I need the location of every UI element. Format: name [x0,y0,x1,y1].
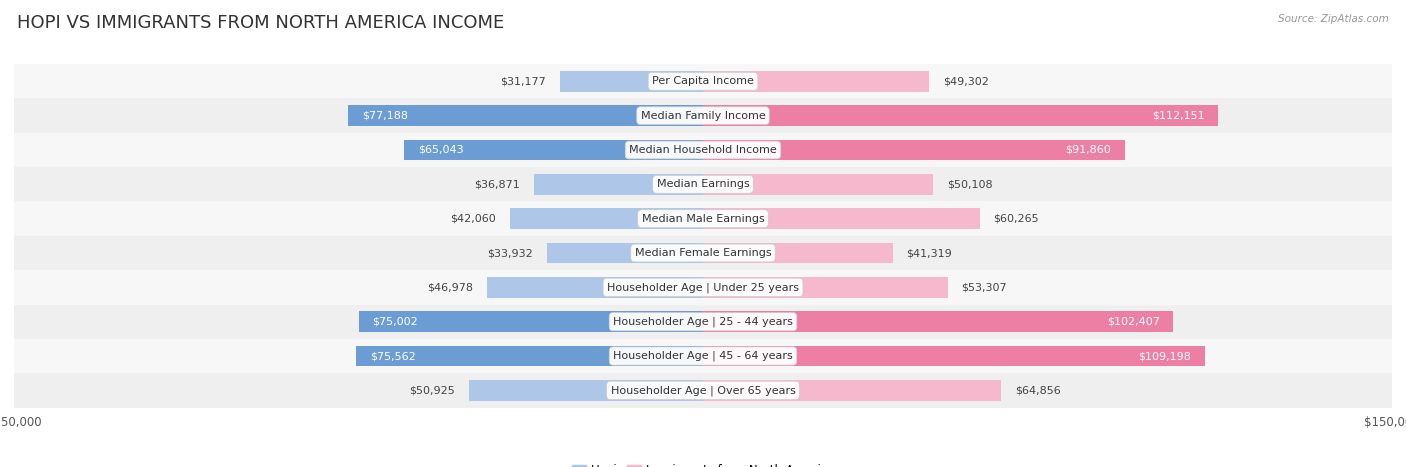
Text: $50,108: $50,108 [946,179,993,189]
Text: $60,265: $60,265 [994,214,1039,224]
Text: $65,043: $65,043 [418,145,464,155]
Text: $53,307: $53,307 [962,283,1007,292]
Text: Median Household Income: Median Household Income [628,145,778,155]
Text: $42,060: $42,060 [450,214,496,224]
Bar [703,106,1218,126]
Bar [703,140,1125,160]
Bar [488,277,703,297]
Text: Per Capita Income: Per Capita Income [652,76,754,86]
Text: $33,932: $33,932 [488,248,533,258]
Bar [14,236,1392,270]
Text: Householder Age | Over 65 years: Householder Age | Over 65 years [610,385,796,396]
Bar [703,380,1001,401]
Bar [510,208,703,229]
Bar [703,346,1205,366]
Bar [703,174,934,195]
Bar [14,201,1392,236]
Bar [14,304,1392,339]
Bar [359,311,703,332]
Bar [405,140,703,160]
Bar [14,167,1392,201]
Bar [14,270,1392,304]
Text: $31,177: $31,177 [501,76,546,86]
Text: $41,319: $41,319 [907,248,952,258]
Text: $102,407: $102,407 [1107,317,1160,327]
Text: Median Female Earnings: Median Female Earnings [634,248,772,258]
Bar [703,311,1174,332]
Text: $109,198: $109,198 [1137,351,1191,361]
Text: $91,860: $91,860 [1066,145,1111,155]
Text: Source: ZipAtlas.com: Source: ZipAtlas.com [1278,14,1389,24]
Text: Median Male Earnings: Median Male Earnings [641,214,765,224]
Text: $46,978: $46,978 [427,283,474,292]
Bar [560,71,703,92]
Bar [14,133,1392,167]
Text: Median Family Income: Median Family Income [641,111,765,120]
Bar [356,346,703,366]
Text: $64,856: $64,856 [1015,385,1060,396]
Text: $49,302: $49,302 [943,76,988,86]
Bar [534,174,703,195]
Text: $75,562: $75,562 [370,351,416,361]
Bar [14,99,1392,133]
Bar [349,106,703,126]
Bar [703,208,980,229]
Bar [14,64,1392,99]
Text: Householder Age | 25 - 44 years: Householder Age | 25 - 44 years [613,317,793,327]
Text: Median Earnings: Median Earnings [657,179,749,189]
Text: $112,151: $112,151 [1152,111,1205,120]
Text: HOPI VS IMMIGRANTS FROM NORTH AMERICA INCOME: HOPI VS IMMIGRANTS FROM NORTH AMERICA IN… [17,14,505,32]
Bar [14,373,1392,408]
Bar [547,243,703,263]
Text: $50,925: $50,925 [409,385,456,396]
Text: $75,002: $75,002 [373,317,418,327]
Bar [470,380,703,401]
Bar [703,71,929,92]
Bar [14,339,1392,373]
Bar [703,277,948,297]
Text: $36,871: $36,871 [474,179,520,189]
Legend: Hopi, Immigrants from North America: Hopi, Immigrants from North America [567,460,839,467]
Text: $77,188: $77,188 [363,111,408,120]
Text: Householder Age | 45 - 64 years: Householder Age | 45 - 64 years [613,351,793,361]
Text: Householder Age | Under 25 years: Householder Age | Under 25 years [607,282,799,293]
Bar [703,243,893,263]
